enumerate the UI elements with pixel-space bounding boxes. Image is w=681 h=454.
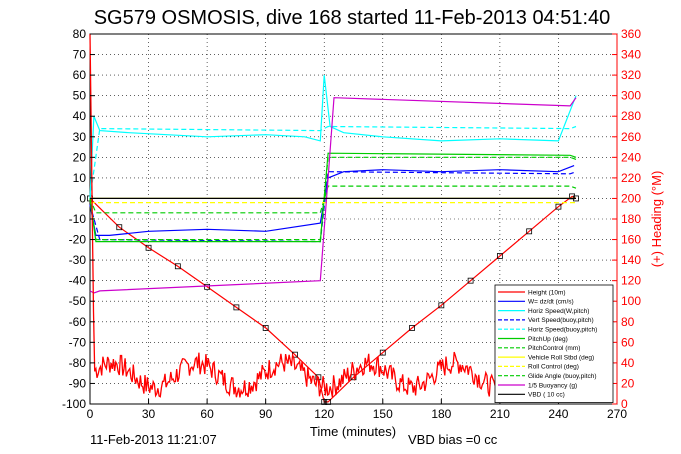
depth-marker [174, 263, 181, 270]
axes: 0 30 60 90 120 150 180 210 240 270 80 70 60 50 40 30 20 1… [62, 27, 641, 421]
depth-marker [467, 277, 474, 284]
x-tick-label: 120 [314, 407, 334, 421]
y-right-tick-label: 200 [621, 191, 641, 205]
legend-entry: 1/5 Buoyancy (g) [528, 382, 577, 389]
y-left-tick-label: -70 [69, 335, 87, 349]
y-left-tick-label: 40 [73, 109, 87, 123]
legend-entry: Height (10m) [528, 289, 566, 296]
y-left-tick-label: -30 [69, 253, 87, 267]
y-right-tick-label: 20 [621, 376, 635, 390]
depth-marker [145, 244, 152, 251]
y-right-tick-label: 80 [621, 315, 635, 329]
series-line [89, 152, 577, 243]
series-line [89, 97, 577, 294]
series-line [89, 171, 577, 243]
y-right-tick-label: 0 [621, 397, 628, 411]
x-tick-label: 150 [373, 407, 393, 421]
legend-entry: Vert Speed(buoy,pitch) [528, 317, 594, 324]
y-right-tick-label: 100 [621, 294, 641, 308]
x-tick-label: 210 [490, 407, 510, 421]
y-right-tick-label: 180 [621, 212, 641, 226]
depth-marker [409, 325, 415, 331]
legend-entry: Horiz Speed(W,pitch) [528, 308, 589, 315]
legend-entry: Roll Control (deg) [528, 364, 579, 371]
legend-entry: PitchControl (mm) [528, 345, 580, 352]
depth-marker [496, 253, 503, 259]
series-line [89, 185, 577, 214]
y-left-tick-label: -60 [69, 315, 87, 329]
series-line [89, 195, 577, 403]
legend-entry: Horiz Speed(buoy,pitch) [528, 327, 597, 334]
depth-marker [116, 224, 123, 231]
x-tick-label: 180 [431, 407, 451, 421]
y-left-tick-label: 60 [73, 68, 87, 82]
y-right-tick-label: 340 [621, 48, 641, 62]
y-left-tick-label: -10 [69, 212, 87, 226]
y-right-tick-label: 360 [621, 27, 641, 41]
timestamp-label: 11-Feb-2013 11:21:07 [90, 432, 217, 447]
y-right-tick-label: 320 [621, 68, 641, 82]
y-left-tick-label: -20 [69, 233, 87, 247]
y-right-tick-label: 220 [621, 171, 641, 185]
legend-entry: Vehicle Roll Stbd (deg) [528, 354, 594, 361]
depth-marker [204, 283, 211, 290]
legend-entry: Glide Angle (buoy,pitch) [528, 373, 597, 380]
y-right-tick-label: 240 [621, 150, 641, 164]
depth-marker [379, 349, 386, 356]
y-left-tick-label: 70 [73, 48, 87, 62]
y-left-tick-label: 30 [73, 130, 87, 144]
y-left-tick-label: 10 [73, 171, 87, 185]
y-right-tick-label: 140 [621, 253, 641, 267]
y-right-tick-label: 280 [621, 109, 641, 123]
series-line [89, 75, 577, 199]
x-tick-label: 30 [142, 407, 156, 421]
x-tick-label: 60 [200, 407, 214, 421]
y-right-tick-label: 160 [621, 233, 641, 247]
y-left-tick-label: -90 [69, 376, 87, 390]
y-left-tick-label: 80 [73, 27, 87, 41]
legend-entry: VBD ( 10 cc) [528, 392, 565, 399]
vbd-bias-label: VBD bias =0 cc [408, 432, 498, 447]
y-right-tick-label: 60 [621, 335, 635, 349]
right-axis-label: (+) Heading (°M) [649, 171, 664, 268]
depth-marker [262, 325, 269, 331]
depth-marker [325, 399, 332, 405]
x-tick-label: 90 [259, 407, 273, 421]
chart-title: SG579 OSMOSIS, dive 168 started 11-Feb-2… [94, 7, 611, 29]
x-tick-label: 0 [87, 407, 94, 421]
x-tick-label: 270 [607, 407, 627, 421]
y-left-tick-label: -100 [62, 397, 86, 411]
legend-entry: W= dz/dt (cm/s) [528, 299, 574, 306]
y-right-tick-label: 300 [621, 89, 641, 103]
y-left-tick-label: -80 [69, 356, 87, 370]
legend: Height (10m) W= dz/dt (cm/s) Horiz Speed(W… [494, 284, 614, 403]
depth-marker [233, 304, 240, 311]
y-right-tick-label: 260 [621, 130, 641, 144]
y-right-tick-label: 40 [621, 356, 635, 370]
depth-marker [555, 203, 562, 210]
y-left-tick-label: 20 [73, 150, 87, 164]
data-layer [87, 33, 579, 405]
x-tick-label: 240 [548, 407, 568, 421]
y-right-tick-label: 120 [621, 274, 641, 288]
series-line [89, 125, 577, 199]
legend-entry: PitchUp (deg) [528, 336, 568, 343]
y-left-tick-label: 0 [79, 191, 86, 205]
depth-marker [350, 374, 357, 381]
y-left-tick-label: 50 [73, 89, 87, 103]
legend-box [494, 284, 614, 403]
x-axis-label: Time (minutes) [310, 424, 396, 439]
depth-marker [438, 302, 445, 309]
y-left-tick-label: -50 [69, 294, 87, 308]
y-left-tick-label: -40 [69, 274, 87, 288]
depth-marker [526, 228, 533, 235]
